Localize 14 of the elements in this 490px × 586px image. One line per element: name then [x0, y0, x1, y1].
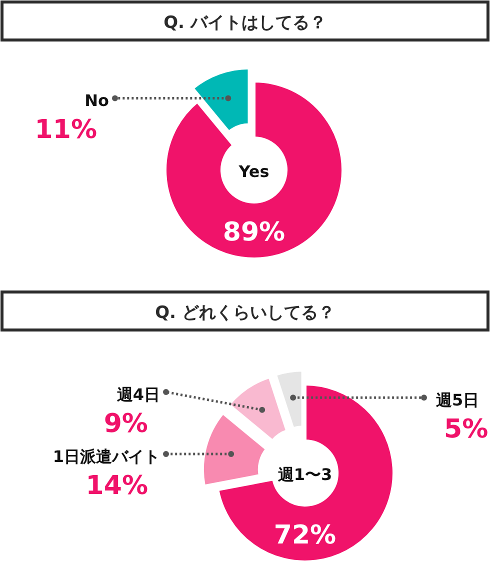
data-label: 89%: [222, 218, 286, 248]
slice-label: 週5日: [435, 390, 480, 410]
data-label: 11%: [34, 115, 97, 146]
data-label: 72%: [274, 520, 336, 551]
slice-label: No: [84, 91, 109, 110]
data-label: 14%: [86, 471, 148, 502]
slice-label: 1日派遣バイト: [52, 447, 160, 466]
data-label: 9%: [104, 409, 148, 440]
chart-title: Q. バイトはしてる？: [164, 13, 326, 33]
slice-label: 週1〜3: [276, 465, 332, 484]
chart-title: Q. どれくらいしてる？: [155, 303, 335, 323]
slice-label: Yes: [238, 162, 270, 181]
slice-label: 週4日: [116, 385, 160, 404]
data-label: 5%: [444, 414, 488, 445]
